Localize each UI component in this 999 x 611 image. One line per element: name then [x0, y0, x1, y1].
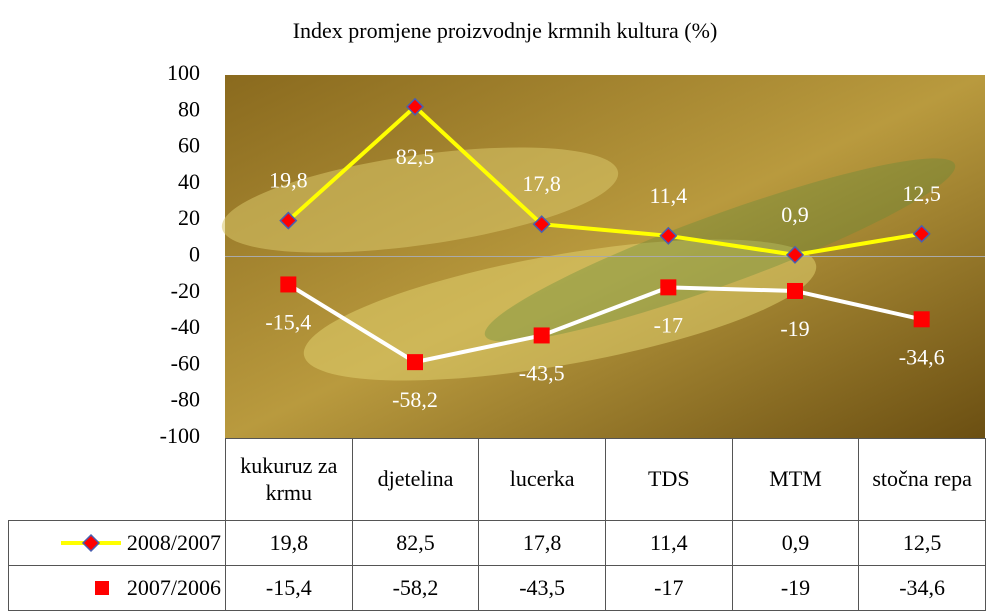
x-tick-label: lucerka [478, 438, 606, 521]
legend-entry: 2007/2006 [8, 565, 226, 611]
marker [405, 97, 425, 116]
legend-entry: 2008/2007 [8, 520, 226, 566]
data-label: -19 [780, 316, 809, 341]
marker [787, 282, 803, 299]
y-tick-label: -100 [160, 423, 200, 448]
x-tick-label: djetelina [351, 438, 480, 521]
data-label: -58,2 [392, 387, 438, 412]
x-tick-label: TDS [605, 438, 733, 521]
table-value: -58,2 [351, 565, 480, 611]
y-tick-label: 60 [178, 133, 200, 158]
table-value: 17,8 [478, 520, 606, 566]
x-tick-label: MTM [731, 438, 860, 521]
series-line [286, 104, 922, 257]
data-label: 11,4 [649, 183, 687, 208]
data-label: 19,8 [269, 168, 308, 193]
table-value: 11,4 [605, 520, 733, 566]
legend-key [94, 581, 109, 595]
decor [221, 147, 619, 253]
marker [532, 215, 551, 234]
data-label: 17,8 [522, 171, 561, 196]
table-value: -17 [605, 565, 733, 611]
table-value: -34,6 [858, 565, 986, 611]
legend-label: 2007/2006 [126, 574, 221, 600]
marker [533, 327, 550, 344]
x-tick-label: kukuruz za krmu [225, 438, 353, 521]
marker [407, 354, 423, 371]
series-line [287, 282, 923, 365]
y-tick-label: -60 [171, 350, 200, 375]
marker [660, 279, 677, 296]
y-tick-label: 40 [178, 169, 200, 194]
table-value: -19 [731, 565, 860, 611]
marker [912, 224, 931, 243]
decor [303, 239, 817, 381]
marker [913, 311, 930, 328]
table-value: -15,4 [225, 565, 353, 611]
data-label: 0,9 [781, 202, 809, 227]
legend-marker [81, 533, 100, 553]
y-tick-label: 20 [178, 205, 200, 230]
y-tick-label: 100 [167, 60, 200, 85]
y-tick-label: -20 [171, 278, 200, 303]
table-value: 0,9 [731, 520, 860, 566]
data-label: -17 [654, 312, 683, 337]
marker [280, 276, 297, 293]
data-label: -43,5 [519, 360, 565, 385]
data-label: -15,4 [265, 309, 311, 334]
y-tick-label: -40 [171, 314, 200, 339]
marker [659, 226, 678, 245]
x-tick-label: stočna repa [858, 438, 986, 521]
marker [785, 245, 805, 264]
data-label: -34,6 [899, 344, 945, 369]
chart-title: Index promjene proizvodnje krmnih kultur… [293, 18, 718, 43]
table-value: -43,5 [478, 565, 606, 611]
table-value: 12,5 [858, 520, 986, 566]
table-value: 19,8 [225, 520, 353, 566]
y-tick-label: 0 [189, 242, 200, 267]
table-value: 82,5 [351, 520, 480, 566]
decor [484, 158, 956, 342]
legend-marker [94, 581, 109, 595]
y-tick-label: 80 [178, 96, 200, 121]
legend-label: 2008/2007 [126, 529, 221, 555]
legend-key [60, 533, 121, 553]
data-label: 12,5 [902, 181, 941, 206]
marker [279, 211, 298, 230]
y-tick-label: -80 [171, 387, 200, 412]
data-label: 82,5 [396, 144, 435, 169]
